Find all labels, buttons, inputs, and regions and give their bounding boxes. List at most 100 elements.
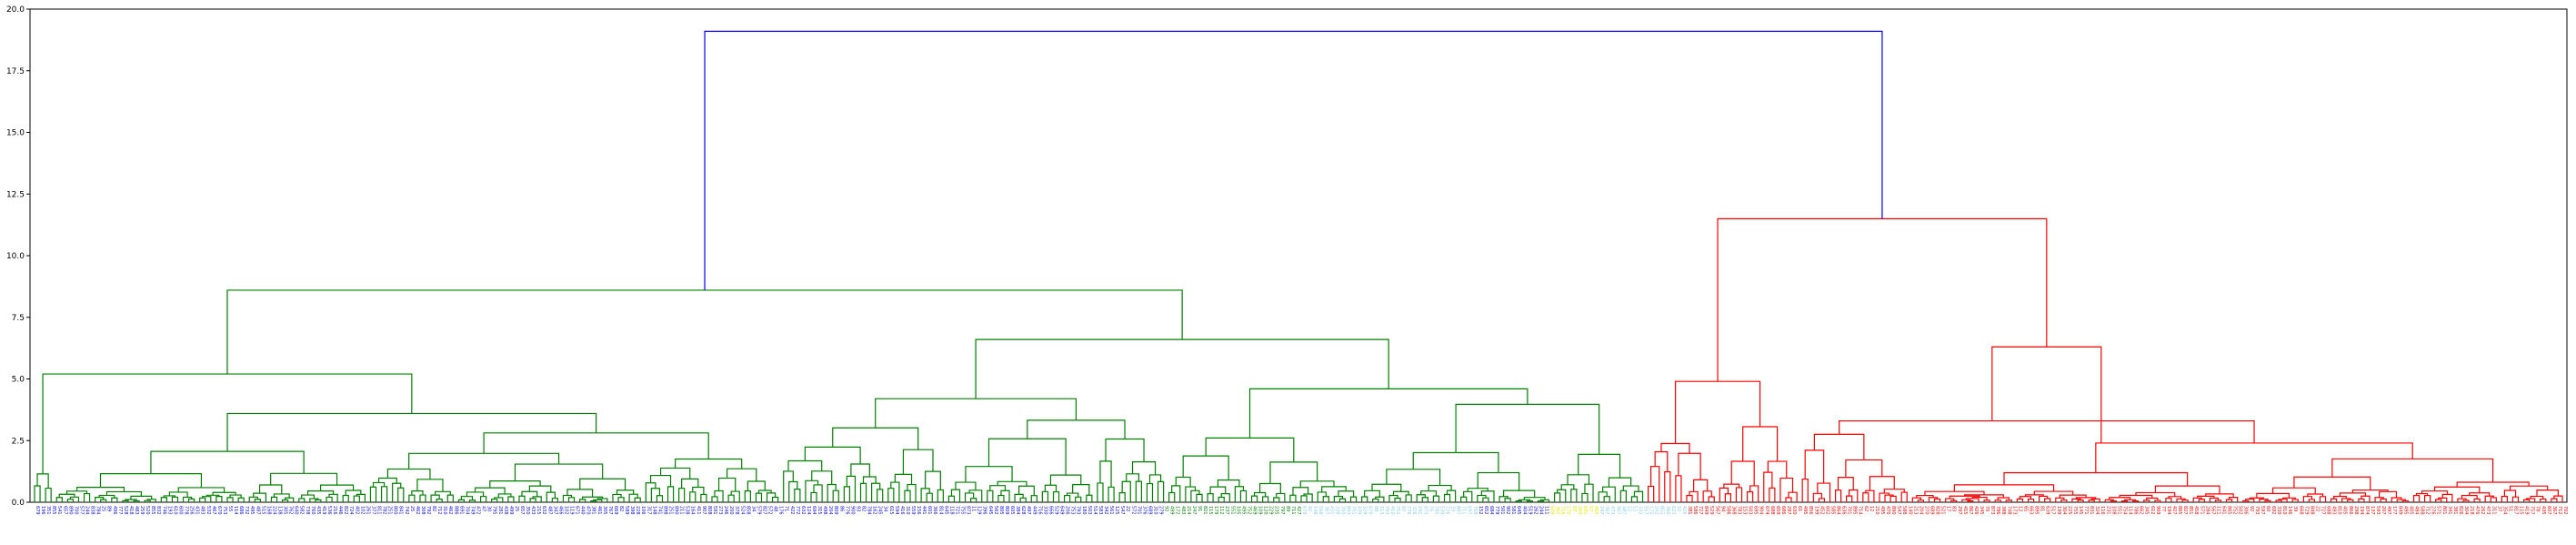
leaf-label: 281	[497, 506, 503, 515]
leaf-label: 771	[2083, 506, 2089, 515]
leaf-label: 551	[1229, 506, 1235, 515]
dendrogram-link	[794, 488, 801, 502]
dendrogram-link	[1041, 490, 1049, 502]
dendrogram-link	[1884, 494, 1894, 502]
dendrogram-link	[2088, 500, 2095, 502]
leaf-label: 893	[1345, 506, 1350, 515]
leaf-label: 873	[966, 506, 971, 515]
leaf-label: 909	[2155, 506, 2160, 515]
leaf-label: 168	[266, 506, 271, 515]
leaf-label: 776	[844, 506, 849, 515]
leaf-label: 225	[2067, 506, 2072, 515]
leaf-label: 732	[244, 506, 249, 515]
leaf-label: 366	[932, 506, 937, 515]
leaf-label: 111	[1544, 506, 1549, 515]
dendrogram-link	[843, 486, 850, 502]
y-tick-label: 20.0	[6, 5, 25, 15]
leaf-label: 25	[514, 506, 519, 511]
leaf-label: 628	[1020, 506, 1026, 515]
leaf-label: 519	[1527, 506, 1532, 515]
leaf-label: 138	[276, 506, 282, 515]
leaf-label: 902	[1505, 506, 1510, 515]
leaf-label: 738	[305, 506, 310, 515]
leaf-label: 62	[1863, 506, 1869, 511]
dendrogram-link	[1477, 494, 1487, 502]
leaf-label: 793	[1384, 506, 1389, 515]
leaf-label: 42	[1307, 506, 1312, 511]
leaf-label: 279	[1158, 506, 1164, 515]
leaf-label: 228	[635, 506, 640, 515]
leaf-label: 193	[166, 506, 172, 515]
leaf-label: 71	[784, 506, 789, 511]
y-tick-label: 17.5	[6, 67, 25, 76]
leaf-label: 583	[1098, 506, 1103, 515]
dendrogram-link	[1924, 490, 1985, 496]
leaf-label: 761	[1351, 506, 1357, 515]
dendrogram-link	[1372, 498, 1379, 502]
dendrogram-link	[122, 500, 129, 502]
leaf-label: 214	[1186, 506, 1191, 515]
leaf-label: 461	[596, 506, 602, 515]
leaf-label: 119	[568, 506, 574, 515]
dendrogram-link	[2473, 498, 2481, 502]
leaf-label: 256	[189, 506, 195, 515]
leaf-label: 405	[2408, 506, 2413, 515]
leaf-label: 589	[624, 506, 629, 515]
dendrogram-link	[2205, 493, 2234, 498]
dendrogram-link	[2275, 500, 2282, 502]
leaf-label: 207	[2381, 506, 2386, 515]
leaf-label: 82	[431, 506, 436, 511]
leaf-label: 92	[2249, 506, 2254, 511]
leaf-label: 76	[1428, 506, 1433, 511]
dendrogram-link	[2333, 495, 2347, 500]
leaf-label: 351	[45, 506, 51, 515]
leaf-label: 671	[575, 506, 580, 515]
dendrogram-link	[989, 485, 1007, 491]
leaf-label: 65	[2022, 506, 2028, 511]
leaf-label: 721	[954, 506, 959, 515]
dendrogram-link	[254, 499, 261, 502]
leaf-label: 529	[1709, 506, 1714, 515]
leaf-label: 210	[1874, 506, 1879, 515]
leaf-label: 727	[1698, 506, 1703, 515]
dendrogram-link	[98, 494, 115, 499]
leaf-label: 176	[778, 506, 784, 515]
leaf-label: 793	[2254, 506, 2260, 515]
y-tick-label: 10.0	[6, 252, 25, 261]
leaf-label: 777	[117, 506, 123, 515]
leaf-label: 347	[552, 506, 557, 515]
leaf-label: 778	[184, 506, 189, 515]
leaf-label: 873	[1990, 506, 1995, 515]
leaf-label: 755	[960, 506, 966, 515]
dendrogram-link	[1723, 483, 1740, 489]
leaf-label: 849	[1703, 506, 1709, 515]
leaf-label: 716	[1560, 506, 1566, 515]
leaf-label: 581	[1510, 506, 1516, 515]
dendrogram-link	[850, 463, 870, 478]
leaf-label: 679	[1301, 506, 1307, 515]
leaf-label: 164	[690, 506, 696, 515]
leaf-label: 630	[1791, 506, 1797, 515]
leaf-label: 324	[2094, 506, 2100, 515]
dendrogram-link	[45, 487, 52, 502]
dendrogram-link	[1950, 500, 1958, 502]
dendrogram-link	[804, 446, 861, 465]
leaf-label: 670	[216, 506, 222, 515]
dendrogram-link	[859, 482, 867, 502]
dendrogram-link	[947, 495, 956, 502]
leaf-label: 398	[629, 506, 635, 515]
dendrogram-link	[1185, 486, 1197, 502]
dendrogram-link	[326, 496, 333, 502]
leaf-label: 304	[2061, 506, 2067, 515]
leaf-label: 497	[1026, 506, 1031, 515]
leaf-label: 410	[1389, 506, 1395, 515]
dendrogram-link	[727, 468, 757, 482]
leaf-label: 890	[1890, 506, 1896, 515]
leaf-label: 852	[1659, 506, 1665, 515]
leaf-label: 242	[1654, 506, 1659, 515]
leaf-label: 37	[2496, 506, 2501, 511]
leaf-label: 93	[855, 506, 860, 511]
leaf-label: 754	[2121, 506, 2127, 515]
leaf-label: 858	[745, 506, 750, 515]
leaf-label: 800	[393, 506, 398, 515]
